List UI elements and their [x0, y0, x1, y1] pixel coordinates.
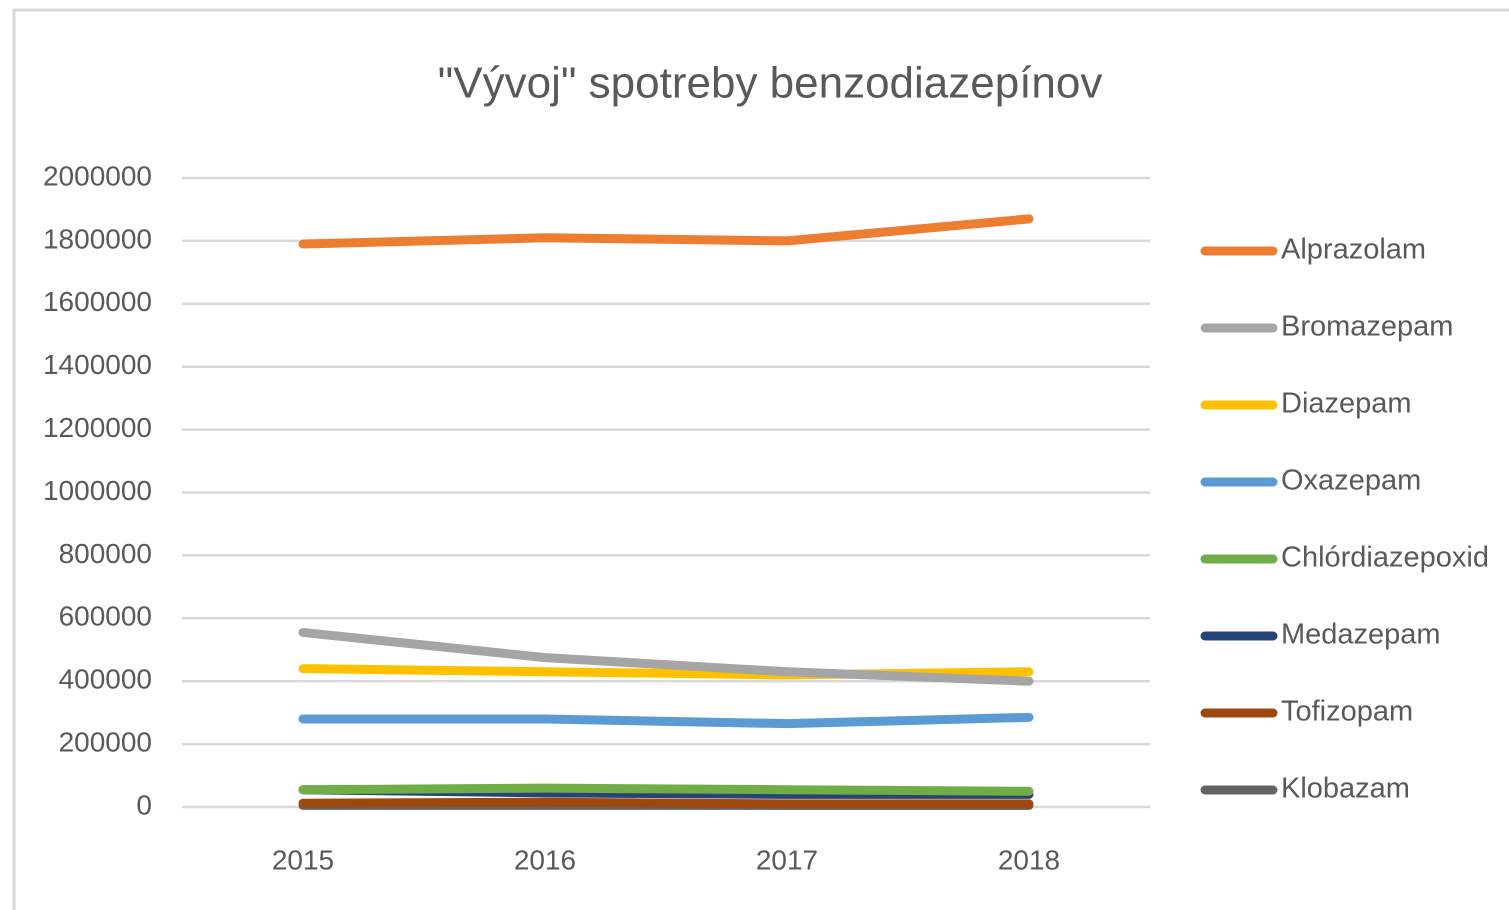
chart-title: "Vývoj" spotreby benzodiazepínov: [438, 59, 1103, 108]
x-tick-label: 2016: [514, 844, 576, 875]
y-tick-label: 800000: [59, 538, 152, 569]
x-tick-label: 2017: [756, 844, 818, 875]
y-tick-label: 600000: [59, 601, 152, 632]
y-tick-label: 400000: [59, 664, 152, 695]
series-line: [298, 783, 1034, 796]
series-line: [298, 712, 1034, 729]
y-tick-label: 200000: [59, 726, 152, 757]
legend-label: Oxazepam: [1281, 465, 1421, 497]
y-tick-label: 2000000: [43, 160, 152, 191]
legend-label: Medazepam: [1281, 619, 1441, 651]
y-tick-label: 1000000: [43, 475, 152, 506]
series-line: [298, 627, 1034, 686]
legend-label: Klobazam: [1281, 773, 1410, 805]
legend-label: Tofizopam: [1281, 696, 1413, 728]
y-tick-label: 1200000: [43, 412, 152, 443]
y-tick-label: 1600000: [43, 286, 152, 317]
y-tick-label: 1800000: [43, 223, 152, 254]
y-tick-label: 0: [136, 789, 152, 820]
legend-label: Chlórdiazepoxid: [1281, 542, 1489, 574]
series-line: [298, 797, 1034, 809]
chart-frame: [12, 8, 1509, 910]
legend-label: Bromazepam: [1281, 311, 1453, 343]
x-tick-label: 2015: [272, 844, 334, 875]
x-tick-label: 2018: [998, 844, 1060, 875]
series-line: [298, 214, 1034, 249]
y-tick-label: 1400000: [43, 349, 152, 380]
legend-label: Diazepam: [1281, 388, 1412, 420]
legend-label: Alprazolam: [1281, 234, 1426, 266]
